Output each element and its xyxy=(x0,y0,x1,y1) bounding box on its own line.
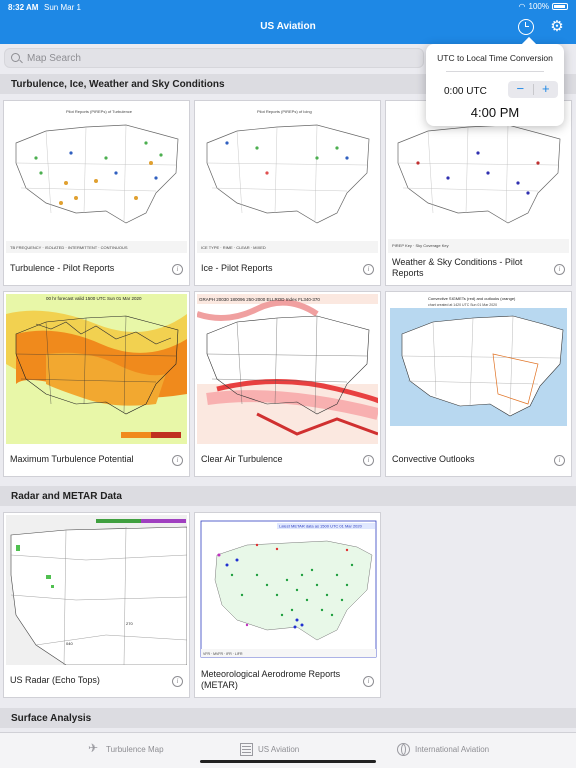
svg-text:Convective SIGMETs (red) and o: Convective SIGMETs (red) and outlooks (o… xyxy=(428,296,516,301)
card-maximum-turbulence-potential[interactable]: 00 hr forecast valid 1500 UTC Sun 01 Mar… xyxy=(3,291,190,477)
svg-text:00 hr forecast valid 1500 UTC: 00 hr forecast valid 1500 UTC Sun 01 Mar… xyxy=(46,296,142,301)
svg-text:040: 040 xyxy=(66,641,73,646)
tab-us-aviation[interactable]: US Aviation xyxy=(240,741,299,757)
card-label: US Radar (Echo Tops) xyxy=(10,674,100,685)
info-icon[interactable]: i xyxy=(363,455,374,466)
map-thumbnail: Pilot Reports (PIREPs) of Turbulence TB … xyxy=(6,103,187,253)
card-convective-outlooks[interactable]: Convective SIGMETs (red) and outlooks (o… xyxy=(385,291,572,477)
status-date: Sun Mar 1 xyxy=(44,3,81,12)
info-icon[interactable]: i xyxy=(172,455,183,466)
section-header-surface: Surface Analysis xyxy=(0,708,576,728)
stepper-divider xyxy=(532,84,534,95)
local-time-value: 4:00 PM xyxy=(470,105,520,120)
card-us-radar[interactable]: 270 040 US Radar (Echo Tops) i xyxy=(3,512,190,698)
page-title: US Aviation xyxy=(260,21,316,32)
radar-echo-tops-map: 270 040 xyxy=(6,515,187,665)
info-icon[interactable]: i xyxy=(172,264,183,275)
utc-value: 0:00 UTC xyxy=(444,86,487,97)
clock-icon[interactable] xyxy=(518,19,534,35)
map-thumbnail: GRAPH 20030 180096 250-2000 ELLROD Index… xyxy=(197,294,378,444)
search-input[interactable] xyxy=(27,51,407,66)
card-metar[interactable]: Latest METAR data as 1500 UTC 01 Mar 202… xyxy=(194,512,381,698)
map-thumbnail: Convective SIGMETs (red) and outlooks (o… xyxy=(388,294,569,444)
tab-label: Turbulence Map xyxy=(106,744,164,754)
wx-sky-pirep-map: PIREP Key · Sky Coverage Key xyxy=(388,103,569,253)
flag-icon xyxy=(240,742,253,756)
card-label: Convective Outlooks xyxy=(392,453,475,464)
home-indicator[interactable] xyxy=(200,760,376,763)
hour-stepper[interactable]: − + xyxy=(508,81,558,98)
card-label: Ice - Pilot Reports xyxy=(201,262,273,273)
svg-text:Pilot Reports (PIREPs) of Turb: Pilot Reports (PIREPs) of Turbulence xyxy=(66,109,133,114)
svg-text:ICE TYPE · RIME · CLEAR · MIXE: ICE TYPE · RIME · CLEAR · MIXED xyxy=(201,245,266,250)
clear-air-turbulence-map: GRAPH 20030 180096 250-2000 ELLROD Index… xyxy=(197,294,378,444)
battery-percent: 100% xyxy=(528,2,549,11)
gear-icon[interactable]: ⚙ xyxy=(550,18,564,35)
globe-icon xyxy=(397,742,410,756)
divider xyxy=(446,71,544,72)
card-label: Meteorological Aerodrome Reports (METAR) xyxy=(201,669,341,690)
popover-title: UTC to Local Time Conversion xyxy=(437,53,553,63)
card-label: Weather & Sky Conditions - Pilot Reports xyxy=(392,257,523,278)
wifi-icon: ◠ xyxy=(518,2,526,11)
plane-icon xyxy=(88,741,101,756)
utc-conversion-popover: UTC to Local Time Conversion 0:00 UTC − … xyxy=(426,44,564,126)
info-icon[interactable]: i xyxy=(363,676,374,687)
svg-text:GRAPH 20030 180096 250-2000 EL: GRAPH 20030 180096 250-2000 ELLROD Index… xyxy=(199,297,320,302)
card-label: Turbulence - Pilot Reports xyxy=(10,262,115,273)
decrement-button[interactable]: − xyxy=(516,81,525,96)
info-icon[interactable]: i xyxy=(363,264,374,275)
tab-turbulence-map[interactable]: Turbulence Map xyxy=(88,741,164,757)
status-right: ◠ 100% xyxy=(519,2,568,11)
tab-label: US Aviation xyxy=(258,744,300,754)
info-icon[interactable]: i xyxy=(554,455,565,466)
convective-outlook-map: Convective SIGMETs (red) and outlooks (o… xyxy=(388,294,569,444)
turbulence-pirep-map: Pilot Reports (PIREPs) of Turbulence TB … xyxy=(6,103,187,253)
search-bar[interactable] xyxy=(4,48,424,68)
card-label: Maximum Turbulence Potential xyxy=(10,453,134,464)
svg-text:Latest METAR data as 1500 UTC: Latest METAR data as 1500 UTC 01 Mar 202… xyxy=(279,524,363,529)
map-thumbnail: Latest METAR data as 1500 UTC 01 Mar 202… xyxy=(197,515,378,665)
map-thumbnail: PIREP Key · Sky Coverage Key xyxy=(388,103,569,253)
max-turbulence-map: 00 hr forecast valid 1500 UTC Sun 01 Mar… xyxy=(6,294,187,444)
increment-button[interactable]: + xyxy=(541,81,550,96)
map-thumbnail: 00 hr forecast valid 1500 UTC Sun 01 Mar… xyxy=(6,294,187,444)
svg-text:chart created at 1420 UTC Sun: chart created at 1420 UTC Sun 01 Mar 202… xyxy=(428,303,497,307)
metar-map: Latest METAR data as 1500 UTC 01 Mar 202… xyxy=(197,515,378,665)
card-turbulence-pilot-reports[interactable]: Pilot Reports (PIREPs) of Turbulence TB … xyxy=(3,100,190,286)
svg-text:Pilot Reports (PIREPs) of Icin: Pilot Reports (PIREPs) of Icing xyxy=(257,109,312,114)
svg-text:TB FREQUENCY · ISOLATED · INTE: TB FREQUENCY · ISOLATED · INTERMITTENT ·… xyxy=(10,245,128,250)
info-icon[interactable]: i xyxy=(554,264,565,275)
section-header-radar: Radar and METAR Data xyxy=(0,486,576,506)
map-thumbnail: Pilot Reports (PIREPs) of Icing ICE TYPE… xyxy=(197,103,378,253)
svg-text:PIREP Key · Sky Coverage Key: PIREP Key · Sky Coverage Key xyxy=(392,243,449,248)
svg-text:270: 270 xyxy=(126,621,133,626)
search-icon xyxy=(11,53,20,62)
card-clear-air-turbulence[interactable]: GRAPH 20030 180096 250-2000 ELLROD Index… xyxy=(194,291,381,477)
card-ice-pilot-reports[interactable]: Pilot Reports (PIREPs) of Icing ICE TYPE… xyxy=(194,100,381,286)
map-thumbnail: 270 040 xyxy=(6,515,187,665)
nav-header: 8:32 AM Sun Mar 1 ◠ 100% US Aviation ⚙ xyxy=(0,0,576,44)
tab-international-aviation[interactable]: International Aviation xyxy=(397,741,489,757)
tab-label: International Aviation xyxy=(415,744,490,754)
svg-text:VFR · MVFR · IFR · LIFR: VFR · MVFR · IFR · LIFR xyxy=(203,652,243,656)
card-label: Clear Air Turbulence xyxy=(201,453,283,464)
battery-icon xyxy=(552,3,568,10)
ice-pirep-map: Pilot Reports (PIREPs) of Icing ICE TYPE… xyxy=(197,103,378,253)
status-time: 8:32 AM xyxy=(8,3,39,12)
info-icon[interactable]: i xyxy=(172,676,183,687)
card-weather-sky-conditions[interactable]: PIREP Key · Sky Coverage Key Weather & S… xyxy=(385,100,572,286)
status-bar: 8:32 AM Sun Mar 1 ◠ 100% xyxy=(0,0,576,14)
